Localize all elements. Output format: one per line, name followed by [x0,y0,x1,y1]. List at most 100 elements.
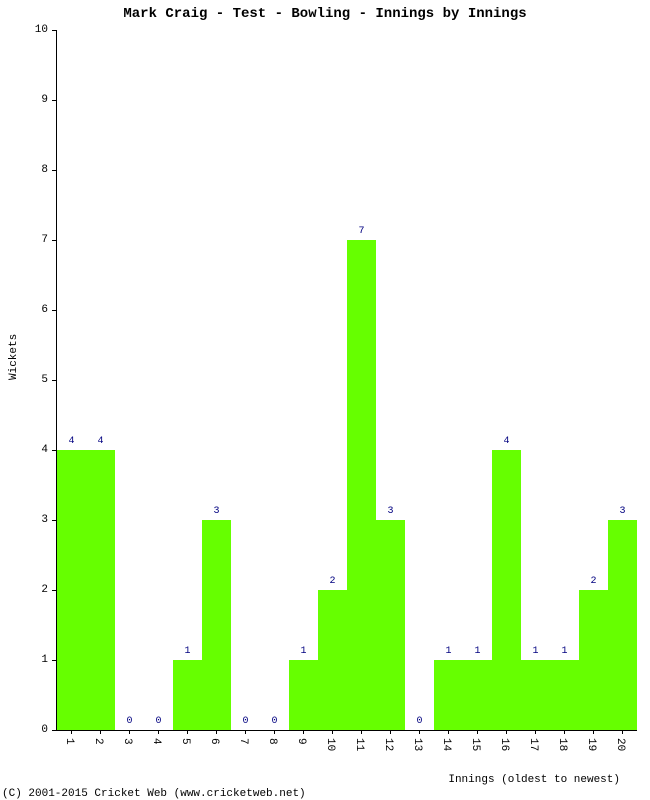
bar [579,590,608,730]
x-tick-label: 20 [614,738,626,751]
bar [608,520,637,730]
bar-value-label: 3 [619,506,625,517]
x-axis-label: Innings (oldest to newest) [448,774,620,786]
y-tick-label: 8 [0,164,48,176]
bar [57,450,86,730]
x-tick-label: 5 [179,738,191,745]
x-tick-label: 1 [63,738,75,745]
x-tick-mark [274,730,275,734]
x-tick-mark [158,730,159,734]
bar-value-label: 4 [97,436,103,447]
y-tick-mark [52,100,56,101]
x-tick-label: 13 [411,738,423,751]
y-tick-label: 1 [0,654,48,666]
bar-value-label: 0 [416,716,422,727]
y-tick-mark [52,380,56,381]
bar-value-label: 0 [242,716,248,727]
x-tick-label: 14 [440,738,452,751]
y-tick-mark [52,310,56,311]
bar [434,660,463,730]
x-tick-mark [129,730,130,734]
x-tick-label: 3 [121,738,133,745]
x-tick-mark [593,730,594,734]
x-tick-mark [245,730,246,734]
bar-value-label: 4 [68,436,74,447]
x-tick-label: 18 [556,738,568,751]
bar-value-label: 7 [358,226,364,237]
y-tick-label: 5 [0,374,48,386]
bar [202,520,231,730]
bar-value-label: 1 [300,646,306,657]
bar-value-label: 1 [561,646,567,657]
x-tick-mark [303,730,304,734]
bar-value-label: 1 [184,646,190,657]
bar-value-label: 2 [329,576,335,587]
x-tick-label: 17 [527,738,539,751]
x-tick-mark [361,730,362,734]
y-tick-mark [52,450,56,451]
x-tick-mark [187,730,188,734]
bar [463,660,492,730]
bar-value-label: 4 [503,436,509,447]
y-tick-mark [52,30,56,31]
bar [521,660,550,730]
bar [492,450,521,730]
x-tick-mark [564,730,565,734]
y-tick-mark [52,730,56,731]
bar [173,660,202,730]
bar-value-label: 1 [474,646,480,657]
bar [550,660,579,730]
bar-value-label: 1 [445,646,451,657]
x-tick-mark [71,730,72,734]
x-tick-mark [477,730,478,734]
x-tick-label: 19 [585,738,597,751]
y-tick-label: 6 [0,304,48,316]
x-tick-mark [332,730,333,734]
x-tick-mark [419,730,420,734]
bar [376,520,405,730]
y-tick-mark [52,240,56,241]
copyright-text: (C) 2001-2015 Cricket Web (www.cricketwe… [2,788,306,800]
x-tick-label: 11 [353,738,365,751]
y-tick-mark [52,660,56,661]
y-tick-mark [52,590,56,591]
x-tick-label: 15 [469,738,481,751]
bar-value-label: 1 [532,646,538,657]
x-tick-mark [390,730,391,734]
y-tick-label: 2 [0,584,48,596]
x-tick-label: 4 [150,738,162,745]
y-tick-label: 9 [0,94,48,106]
x-tick-label: 10 [324,738,336,751]
x-tick-mark [448,730,449,734]
y-tick-label: 7 [0,234,48,246]
x-tick-label: 9 [295,738,307,745]
bar-value-label: 3 [387,506,393,517]
x-tick-label: 6 [208,738,220,745]
y-tick-label: 10 [0,24,48,36]
x-tick-mark [506,730,507,734]
bar-value-label: 3 [213,506,219,517]
x-tick-label: 2 [92,738,104,745]
bar-value-label: 0 [155,716,161,727]
y-tick-mark [52,170,56,171]
bar [86,450,115,730]
bar [347,240,376,730]
y-tick-mark [52,520,56,521]
x-tick-mark [216,730,217,734]
x-tick-mark [622,730,623,734]
y-tick-label: 3 [0,514,48,526]
chart-title: Mark Craig - Test - Bowling - Innings by… [0,6,650,22]
bar-value-label: 0 [126,716,132,727]
bar-value-label: 2 [590,576,596,587]
x-tick-label: 8 [266,738,278,745]
x-tick-mark [100,730,101,734]
bar [318,590,347,730]
plot-area: 44001300127301141123 [56,30,637,731]
y-tick-label: 0 [0,724,48,736]
x-tick-label: 12 [382,738,394,751]
x-tick-mark [535,730,536,734]
chart-container: Mark Craig - Test - Bowling - Innings by… [0,0,650,800]
x-tick-label: 16 [498,738,510,751]
y-tick-label: 4 [0,444,48,456]
bar [289,660,318,730]
